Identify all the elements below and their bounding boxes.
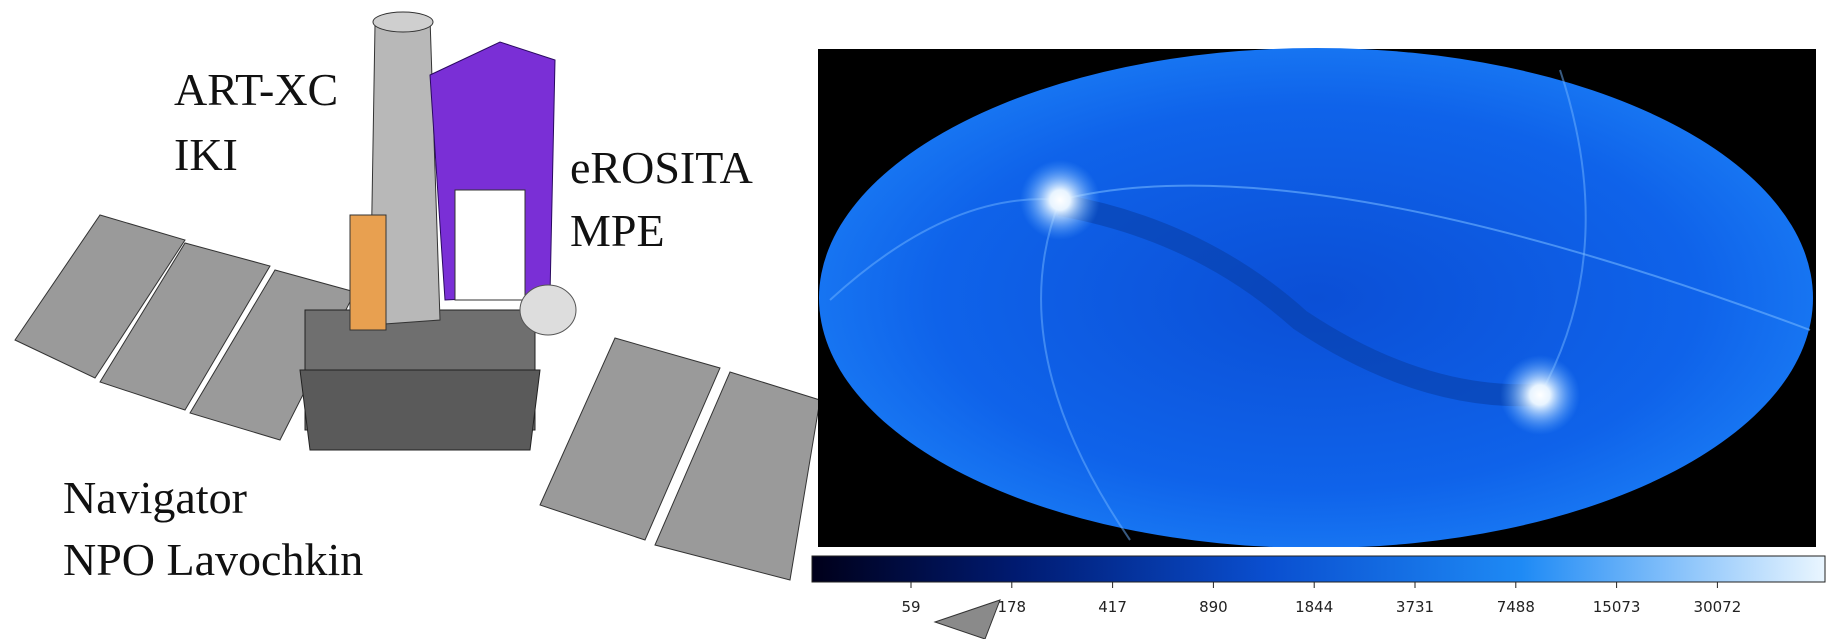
colorbar-tick-label: 7488 xyxy=(1497,598,1535,616)
exposure-map xyxy=(812,48,1816,551)
institute-label: MPE xyxy=(570,205,665,256)
platform-label: Navigator xyxy=(63,472,247,523)
colorbar-tick-label: 59 xyxy=(901,598,920,616)
satellite-illustration xyxy=(14,11,1001,639)
colorbar-tick-label: 178 xyxy=(997,598,1026,616)
colorbar-tick-label: 15073 xyxy=(1593,598,1641,616)
colorbar-tick-label: 890 xyxy=(1199,598,1228,616)
colorbar-tick-label: 3731 xyxy=(1396,598,1434,616)
colorbar: 59 178 417 890 1844 3731 7488 15073 30072 xyxy=(811,555,1826,616)
colorbar-tick-label: 30072 xyxy=(1694,598,1742,616)
instrument-label: eROSITA xyxy=(570,142,753,193)
colorbar-tick-label: 417 xyxy=(1098,598,1127,616)
instrument-label: ART-XC xyxy=(174,64,338,115)
manufacturer-label: NPO Lavochkin xyxy=(63,534,363,585)
institute-label: IKI xyxy=(174,129,238,180)
colorbar-tick-label: 1844 xyxy=(1295,598,1333,616)
